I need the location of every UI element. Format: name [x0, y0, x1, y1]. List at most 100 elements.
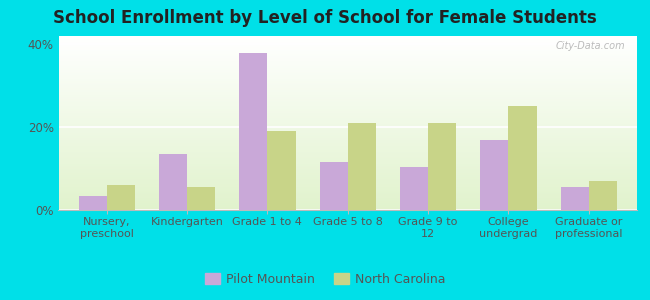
Bar: [58, 144, 637, 145]
Bar: [58, 195, 637, 196]
Bar: [58, 61, 637, 62]
Bar: [58, 157, 637, 158]
Bar: [58, 196, 637, 197]
Bar: [58, 121, 637, 122]
Bar: [58, 188, 637, 189]
Bar: [58, 42, 637, 43]
Bar: [58, 111, 637, 112]
Bar: [58, 55, 637, 56]
Bar: [58, 63, 637, 64]
Bar: [561, 187, 589, 210]
Bar: [58, 102, 637, 103]
Bar: [58, 47, 637, 48]
Bar: [58, 50, 637, 51]
Bar: [58, 173, 637, 174]
Bar: [58, 112, 637, 113]
Bar: [187, 187, 215, 210]
Legend: Pilot Mountain, North Carolina: Pilot Mountain, North Carolina: [200, 268, 450, 291]
Bar: [58, 77, 637, 78]
Bar: [58, 166, 637, 167]
Bar: [58, 109, 637, 110]
Bar: [58, 125, 637, 126]
Bar: [480, 140, 508, 210]
Bar: [58, 140, 637, 141]
Bar: [58, 119, 637, 120]
Bar: [58, 67, 637, 68]
Bar: [58, 43, 637, 44]
Bar: [58, 52, 637, 53]
Bar: [107, 185, 135, 210]
Bar: [58, 160, 637, 161]
Bar: [58, 92, 637, 93]
Bar: [58, 103, 637, 104]
Bar: [58, 71, 637, 72]
Bar: [58, 141, 637, 142]
Bar: [58, 66, 637, 67]
Bar: [58, 199, 637, 200]
Bar: [58, 60, 637, 61]
Text: School Enrollment by Level of School for Female Students: School Enrollment by Level of School for…: [53, 9, 597, 27]
Bar: [400, 167, 428, 210]
Bar: [58, 178, 637, 179]
Bar: [58, 206, 637, 207]
Bar: [58, 163, 637, 164]
Bar: [58, 97, 637, 98]
Bar: [58, 78, 637, 79]
Bar: [58, 134, 637, 135]
Bar: [58, 148, 637, 149]
Bar: [58, 180, 637, 181]
Bar: [58, 85, 637, 86]
Bar: [58, 44, 637, 45]
Bar: [58, 198, 637, 199]
Bar: [58, 186, 637, 187]
Bar: [58, 107, 637, 108]
Bar: [58, 177, 637, 178]
Bar: [58, 209, 637, 210]
Bar: [58, 127, 637, 128]
Bar: [58, 51, 637, 52]
Bar: [58, 85, 637, 86]
Bar: [58, 193, 637, 194]
Bar: [58, 116, 637, 117]
Bar: [239, 52, 267, 210]
Bar: [58, 169, 637, 170]
Bar: [58, 46, 637, 47]
Bar: [58, 164, 637, 165]
Bar: [58, 194, 637, 195]
Bar: [58, 96, 637, 97]
Bar: [58, 174, 637, 175]
Bar: [58, 59, 637, 60]
Bar: [58, 90, 637, 91]
Text: City-Data.com: City-Data.com: [556, 41, 625, 51]
Bar: [58, 49, 637, 50]
Bar: [58, 162, 637, 163]
Bar: [58, 95, 637, 96]
Bar: [58, 133, 637, 134]
Bar: [58, 132, 637, 133]
Bar: [58, 69, 637, 70]
Bar: [58, 181, 637, 182]
Bar: [58, 142, 637, 143]
Bar: [58, 192, 637, 193]
Bar: [58, 110, 637, 111]
Bar: [58, 114, 637, 115]
Bar: [58, 152, 637, 153]
Bar: [58, 189, 637, 190]
Bar: [58, 94, 637, 95]
Bar: [348, 123, 376, 210]
Bar: [58, 176, 637, 177]
Bar: [58, 143, 637, 144]
Bar: [58, 165, 637, 166]
Bar: [58, 201, 637, 202]
Bar: [58, 75, 637, 76]
Bar: [58, 200, 637, 201]
Bar: [58, 122, 637, 123]
Bar: [58, 145, 637, 146]
Bar: [58, 92, 637, 93]
Bar: [58, 147, 637, 148]
Bar: [58, 100, 637, 101]
Bar: [58, 83, 637, 84]
Bar: [58, 155, 637, 156]
Bar: [58, 191, 637, 192]
Bar: [58, 115, 637, 116]
